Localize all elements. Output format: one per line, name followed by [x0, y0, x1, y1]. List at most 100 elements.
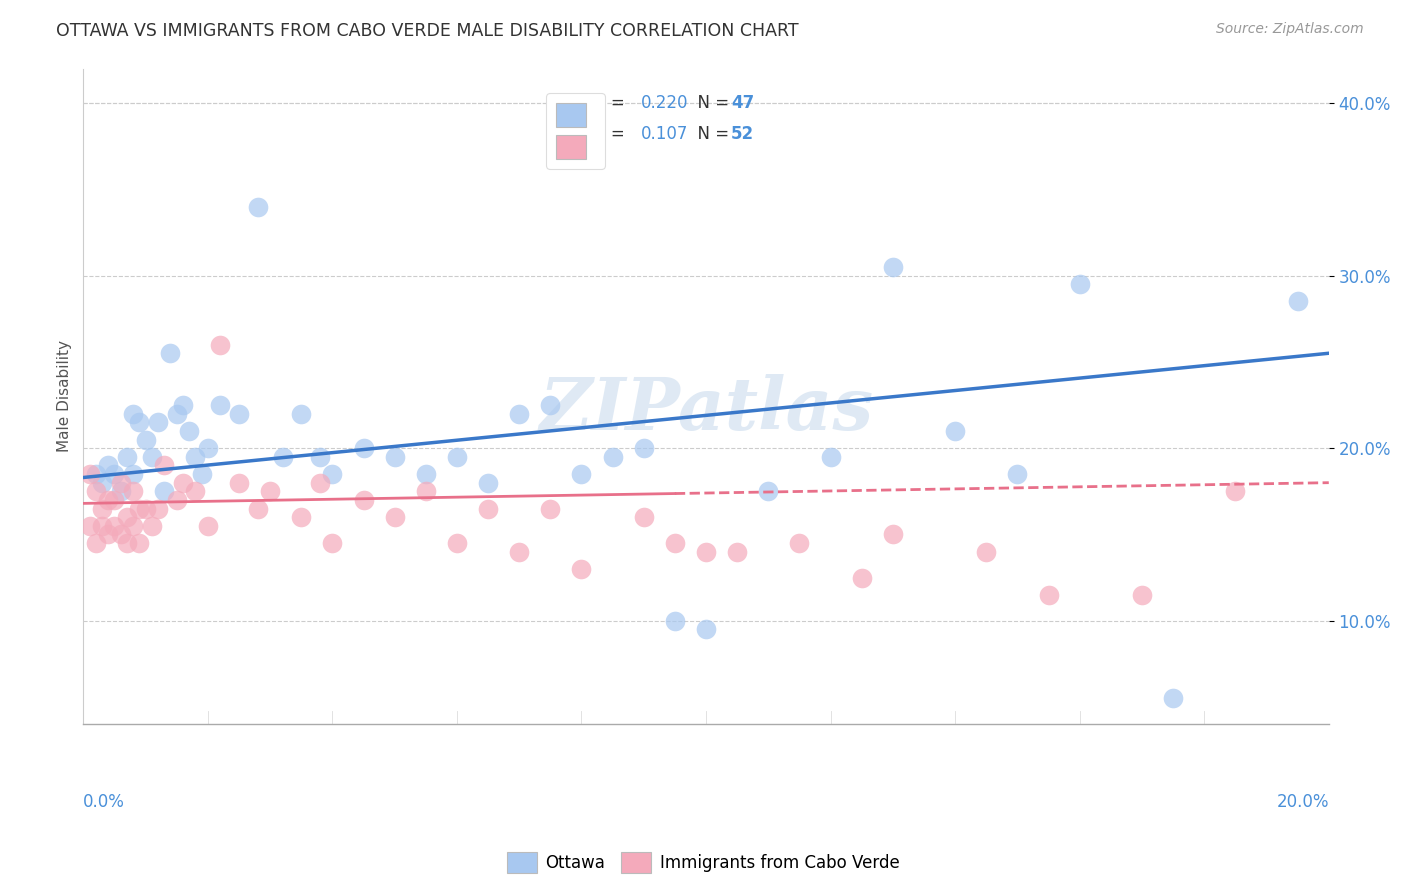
Text: Source: ZipAtlas.com: Source: ZipAtlas.com	[1216, 22, 1364, 37]
Text: N =: N =	[688, 125, 735, 143]
Point	[259, 484, 281, 499]
Point	[538, 501, 561, 516]
Text: 20.0%: 20.0%	[1277, 793, 1329, 812]
Point	[172, 398, 194, 412]
Point	[446, 536, 468, 550]
Point	[135, 501, 157, 516]
Point	[353, 441, 375, 455]
Point	[602, 450, 624, 464]
Point	[309, 450, 332, 464]
Point	[571, 467, 593, 481]
Point	[943, 424, 966, 438]
Point	[695, 544, 717, 558]
Point	[103, 518, 125, 533]
Point	[159, 346, 181, 360]
Text: 47: 47	[731, 95, 754, 112]
Point	[79, 467, 101, 481]
Text: OTTAWA VS IMMIGRANTS FROM CABO VERDE MALE DISABILITY CORRELATION CHART: OTTAWA VS IMMIGRANTS FROM CABO VERDE MAL…	[56, 22, 799, 40]
Point	[271, 450, 294, 464]
Point	[190, 467, 212, 481]
Text: 0.0%: 0.0%	[83, 793, 125, 812]
Point	[415, 467, 437, 481]
Point	[184, 484, 207, 499]
Point	[321, 467, 343, 481]
Point	[122, 467, 145, 481]
Point	[110, 475, 132, 490]
Point	[477, 501, 499, 516]
Point	[415, 484, 437, 499]
Point	[508, 544, 530, 558]
Point	[141, 450, 163, 464]
Point	[97, 458, 120, 473]
Point	[97, 527, 120, 541]
Point	[135, 433, 157, 447]
Point	[153, 458, 176, 473]
Point	[309, 475, 332, 490]
Point	[477, 475, 499, 490]
Point	[664, 614, 686, 628]
Point	[633, 441, 655, 455]
Point	[184, 450, 207, 464]
Point	[128, 536, 150, 550]
Point	[384, 510, 406, 524]
Y-axis label: Male Disability: Male Disability	[58, 341, 72, 452]
Point	[84, 484, 107, 499]
Point	[1130, 588, 1153, 602]
Point	[756, 484, 779, 499]
Point	[353, 492, 375, 507]
Text: 0.107: 0.107	[641, 125, 689, 143]
Point	[290, 407, 312, 421]
Point	[115, 510, 138, 524]
Point	[209, 337, 232, 351]
Point	[1038, 588, 1060, 602]
Point	[166, 407, 188, 421]
Point	[91, 501, 114, 516]
Point	[246, 501, 269, 516]
Text: ZIPatlas: ZIPatlas	[538, 374, 873, 445]
Point	[172, 475, 194, 490]
Point	[209, 398, 232, 412]
Point	[128, 501, 150, 516]
Point	[197, 441, 219, 455]
Point	[633, 510, 655, 524]
Point	[228, 475, 250, 490]
Point	[1161, 691, 1184, 706]
Text: R =: R =	[593, 95, 630, 112]
Point	[84, 536, 107, 550]
Point	[146, 501, 169, 516]
Point	[122, 407, 145, 421]
Point	[115, 450, 138, 464]
Point	[384, 450, 406, 464]
Point	[820, 450, 842, 464]
Point	[153, 484, 176, 499]
Legend: Ottawa, Immigrants from Cabo Verde: Ottawa, Immigrants from Cabo Verde	[501, 846, 905, 880]
Point	[122, 518, 145, 533]
Point	[789, 536, 811, 550]
Point	[115, 536, 138, 550]
Point	[84, 467, 107, 481]
Point	[1007, 467, 1029, 481]
Point	[110, 484, 132, 499]
Point	[882, 527, 904, 541]
Point	[1286, 294, 1309, 309]
Point	[166, 492, 188, 507]
Point	[91, 518, 114, 533]
Point	[664, 536, 686, 550]
Point	[725, 544, 748, 558]
Point	[571, 562, 593, 576]
Legend: , : ,	[546, 94, 605, 169]
Text: 52: 52	[731, 125, 754, 143]
Point	[974, 544, 997, 558]
Point	[141, 518, 163, 533]
Point	[1069, 277, 1091, 292]
Point	[110, 527, 132, 541]
Point	[508, 407, 530, 421]
Point	[179, 424, 201, 438]
Point	[79, 518, 101, 533]
Text: R =: R =	[593, 125, 630, 143]
Text: 0.220: 0.220	[641, 95, 689, 112]
Point	[122, 484, 145, 499]
Point	[146, 415, 169, 429]
Text: N =: N =	[688, 95, 735, 112]
Point	[321, 536, 343, 550]
